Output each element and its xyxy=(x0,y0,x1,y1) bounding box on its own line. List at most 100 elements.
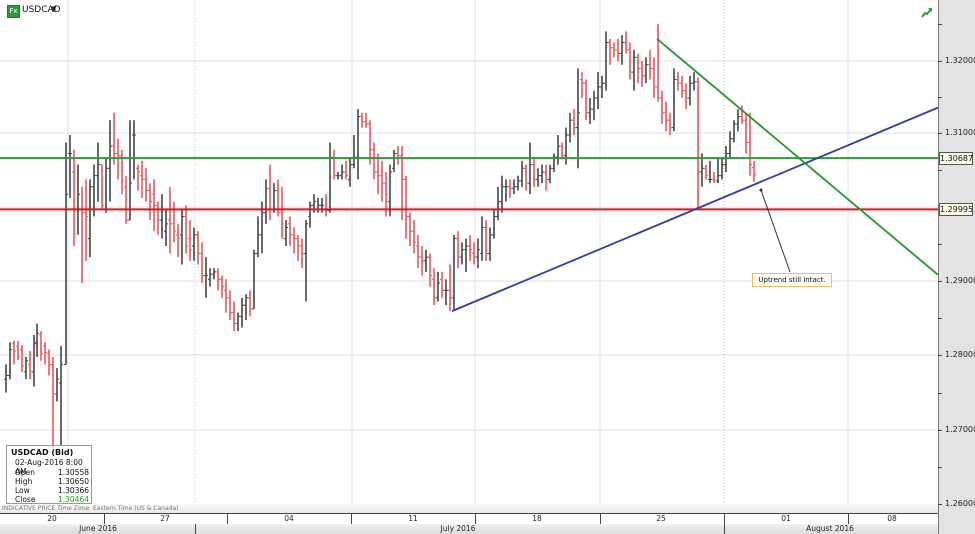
ohlc-bar[interactable] xyxy=(168,186,172,254)
ohlc-bar[interactable] xyxy=(156,201,160,235)
ohlc-bar[interactable] xyxy=(464,238,468,272)
ohlc-bar[interactable] xyxy=(320,197,324,213)
ohlc-bar[interactable] xyxy=(428,253,432,287)
ohlc-bar[interactable] xyxy=(256,216,260,258)
ohlc-bar[interactable] xyxy=(628,42,632,80)
ohlc-bar[interactable] xyxy=(228,290,232,320)
ohlc-bar[interactable] xyxy=(232,301,236,332)
ohlc-bar[interactable] xyxy=(432,268,436,306)
ohlc-bar[interactable] xyxy=(328,142,332,213)
ohlc-bar[interactable] xyxy=(184,205,188,254)
ohlc-bar[interactable] xyxy=(59,345,63,465)
annotation-uptrend[interactable]: Uptrend still intact. xyxy=(752,273,832,287)
ohlc-bar[interactable] xyxy=(664,101,668,132)
ohlc-bar[interactable] xyxy=(12,340,16,365)
ohlc-bar[interactable] xyxy=(412,220,416,254)
ohlc-bar[interactable] xyxy=(556,135,560,165)
ohlc-bar[interactable] xyxy=(652,57,656,98)
ohlc-bar[interactable] xyxy=(28,351,32,380)
ohlc-bar[interactable] xyxy=(644,57,648,84)
ohlc-bar[interactable] xyxy=(632,49,636,91)
ohlc-bar[interactable] xyxy=(448,264,452,312)
ohlc-bar[interactable] xyxy=(212,268,216,280)
ohlc-bar[interactable] xyxy=(576,68,580,169)
symbol-selector[interactable]: USDCAD xyxy=(22,5,61,15)
ohlc-bar[interactable] xyxy=(568,112,572,143)
ohlc-bar[interactable] xyxy=(704,164,708,180)
ohlc-bar[interactable] xyxy=(480,216,484,261)
ohlc-bar[interactable] xyxy=(148,183,152,221)
ohlc-bar[interactable] xyxy=(488,227,492,261)
ohlc-bar[interactable] xyxy=(524,164,528,191)
ohlc-bar[interactable] xyxy=(100,164,104,209)
ohlc-bar[interactable] xyxy=(492,209,496,239)
ohlc-bar[interactable] xyxy=(424,249,428,272)
ohlc-bar[interactable] xyxy=(476,238,480,269)
ohlc-bar[interactable] xyxy=(220,275,224,298)
ohlc-bar[interactable] xyxy=(712,172,716,184)
ohlc-bar[interactable] xyxy=(584,79,588,121)
chevron-down-icon[interactable]: ▼ xyxy=(51,5,57,13)
ohlc-bar[interactable] xyxy=(484,220,488,261)
ohlc-bar[interactable] xyxy=(160,194,164,239)
ohlc-bar[interactable] xyxy=(744,112,748,154)
month-axis[interactable]: June 2016 July 2016 August 2016 xyxy=(0,524,938,534)
ohlc-bar[interactable] xyxy=(604,31,608,91)
price-plot-area[interactable] xyxy=(0,0,938,504)
ohlc-bar[interactable] xyxy=(496,186,500,221)
ohlc-bar[interactable] xyxy=(280,186,284,239)
ohlc-bar[interactable] xyxy=(300,238,304,269)
ohlc-bar[interactable] xyxy=(716,157,720,184)
ohlc-bar[interactable] xyxy=(516,175,520,191)
ohlc-bar[interactable] xyxy=(288,216,292,246)
ohlc-bar[interactable] xyxy=(216,268,220,291)
ohlc-bar[interactable] xyxy=(668,112,672,135)
ohlc-bar[interactable] xyxy=(208,268,212,287)
ohlc-bar[interactable] xyxy=(388,164,392,217)
ohlc-bar[interactable] xyxy=(420,246,424,276)
ohlc-bar[interactable] xyxy=(508,179,512,198)
ohlc-bar[interactable] xyxy=(640,61,644,87)
ohlc-bar[interactable] xyxy=(55,368,59,402)
ohlc-bar[interactable] xyxy=(456,231,460,269)
ohlc-bar[interactable] xyxy=(336,172,340,180)
ohlc-bar[interactable] xyxy=(392,149,396,172)
ohlc-bar[interactable] xyxy=(620,35,624,65)
ohlc-bar[interactable] xyxy=(416,234,420,269)
ohlc-bar[interactable] xyxy=(468,234,472,261)
ohlc-bar[interactable] xyxy=(740,105,744,124)
ohlc-bar[interactable] xyxy=(540,164,544,184)
ohlc-bar[interactable] xyxy=(112,112,116,165)
ohlc-bar[interactable] xyxy=(548,164,552,184)
ohlc-bar[interactable] xyxy=(192,227,196,261)
ohlc-bar[interactable] xyxy=(636,53,640,84)
ohlc-bar[interactable] xyxy=(292,227,296,254)
ohlc-bar[interactable] xyxy=(372,142,376,180)
ohlc-bar[interactable] xyxy=(560,142,564,158)
ohlc-bar[interactable] xyxy=(520,160,524,187)
ohlc-bar[interactable] xyxy=(752,160,756,182)
ohlc-bar[interactable] xyxy=(72,149,76,246)
ohlc-bar[interactable] xyxy=(648,49,652,80)
downtrend-line[interactable] xyxy=(656,38,938,276)
ohlc-bar[interactable] xyxy=(136,164,140,191)
ohlc-bar[interactable] xyxy=(35,323,39,357)
ohlc-bar[interactable] xyxy=(20,345,24,372)
ohlc-bar[interactable] xyxy=(580,72,584,98)
ohlc-bar[interactable] xyxy=(592,90,596,121)
uptrend-line[interactable] xyxy=(451,106,938,312)
price-axis[interactable] xyxy=(938,0,975,534)
ohlc-bar[interactable] xyxy=(696,77,700,209)
ohlc-bar[interactable] xyxy=(108,120,112,202)
ohlc-bar[interactable] xyxy=(536,168,540,187)
ohlc-bar[interactable] xyxy=(204,257,208,298)
ohlc-bar[interactable] xyxy=(284,220,288,246)
ohlc-bar[interactable] xyxy=(380,160,384,202)
ohlc-bar[interactable] xyxy=(500,175,504,213)
ohlc-bar[interactable] xyxy=(39,331,43,361)
ohlc-bar[interactable] xyxy=(732,120,736,143)
ohlc-bar[interactable] xyxy=(200,242,204,283)
ohlc-bar[interactable] xyxy=(572,109,576,135)
ohlc-bar[interactable] xyxy=(408,212,412,246)
ohlc-bar[interactable] xyxy=(528,142,532,195)
